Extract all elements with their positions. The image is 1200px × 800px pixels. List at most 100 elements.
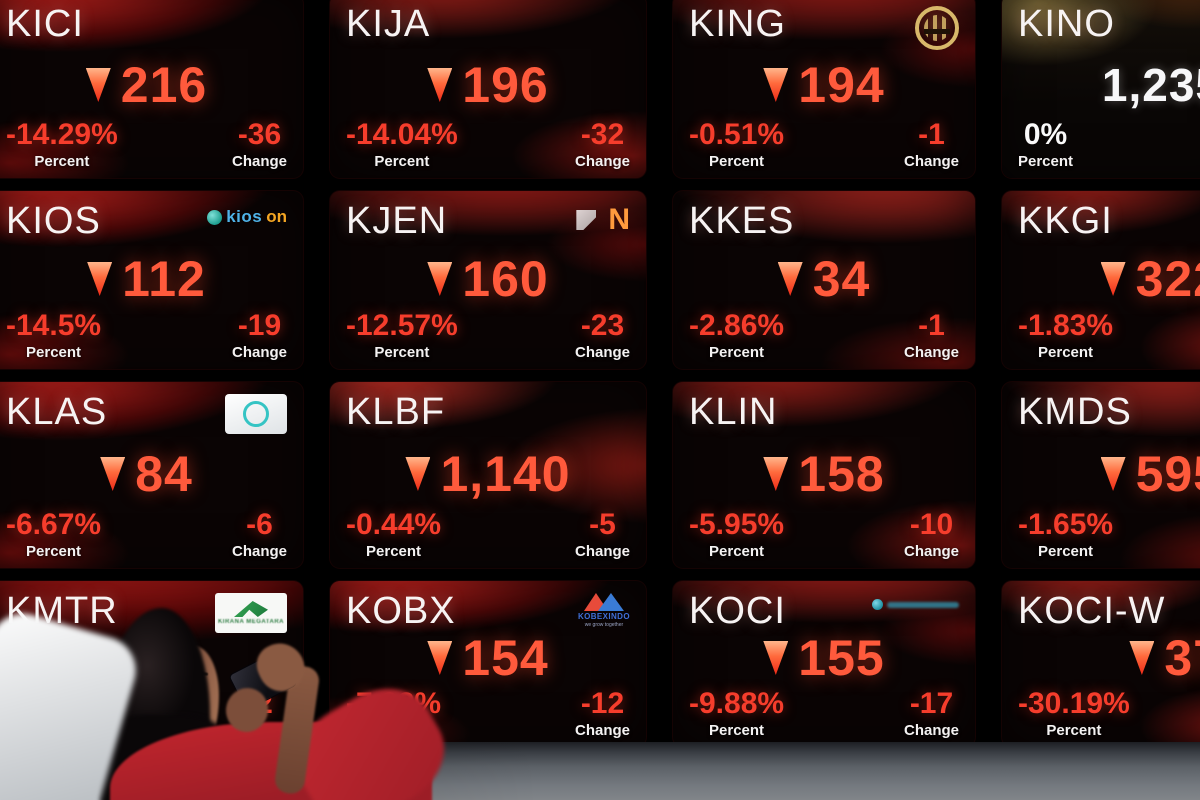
tile-header: KKES bbox=[689, 200, 959, 257]
percent-block: -1.83% Percent bbox=[1018, 309, 1113, 361]
stock-tile: KJEN N 160 -12.57% Percent -23 Change bbox=[330, 191, 646, 369]
change-label: Change bbox=[231, 153, 287, 170]
price-value: 155 bbox=[798, 630, 885, 686]
tile-header: KLIN bbox=[689, 391, 959, 448]
ticker-symbol: KICI bbox=[6, 3, 84, 45]
price-value: 154 bbox=[462, 630, 549, 686]
price-row: 158 bbox=[689, 440, 959, 508]
ticker-symbol: KMDS bbox=[1018, 391, 1132, 433]
down-triangle-icon bbox=[427, 641, 453, 675]
tile-header: KJEN N bbox=[346, 200, 630, 257]
change-block: -17 Change bbox=[904, 687, 959, 739]
ticker-symbol: KIOS bbox=[6, 200, 101, 242]
change-label: Change bbox=[903, 722, 959, 739]
ticker-symbol: KKES bbox=[689, 200, 795, 242]
down-triangle-icon bbox=[427, 68, 453, 102]
ticker-symbol: KOBX bbox=[346, 590, 456, 632]
change-value: -12 bbox=[580, 687, 625, 720]
kjen-logo-icon: N bbox=[576, 205, 630, 235]
kirana-leaf-icon bbox=[234, 601, 268, 617]
tile-footer: -14.04% Percent -32 Change bbox=[346, 118, 630, 170]
ticker-symbol: KIJA bbox=[346, 3, 431, 45]
change-label: Change bbox=[574, 344, 630, 361]
change-value: -36 bbox=[237, 118, 282, 151]
change-value: -6 bbox=[246, 508, 273, 541]
tile-footer: -1.65% Percent bbox=[1018, 508, 1200, 560]
change-block: -36 Change bbox=[232, 118, 287, 170]
change-label: Change bbox=[231, 344, 287, 361]
percent-value: -9.88% bbox=[689, 687, 785, 720]
company-logo bbox=[225, 392, 287, 434]
percent-block: 0% Percent bbox=[1018, 118, 1073, 170]
tile-footer: -14.5% Percent -19 Change bbox=[6, 309, 287, 361]
change-value: -5 bbox=[589, 508, 616, 541]
percent-block: -6.67% Percent bbox=[6, 508, 101, 560]
percent-block: -14.04% Percent bbox=[346, 118, 458, 170]
percent-label: Percent bbox=[1018, 153, 1074, 170]
price-value: 112 bbox=[122, 251, 206, 307]
change-value: -32 bbox=[580, 118, 625, 151]
down-triangle-icon bbox=[427, 262, 453, 296]
change-label: Change bbox=[231, 543, 287, 560]
kjen-glyph-icon bbox=[576, 210, 597, 230]
percent-value: -14.04% bbox=[346, 118, 458, 151]
change-value: -19 bbox=[237, 309, 282, 342]
change-value: -10 bbox=[909, 508, 954, 541]
percent-block: -0.51% Percent bbox=[689, 118, 784, 170]
kobexindo-logo-icon: KOBEXINDO we grow together bbox=[578, 593, 630, 628]
price-row: 84 bbox=[6, 440, 287, 508]
price-row: 160 bbox=[346, 249, 630, 309]
down-triangle-icon bbox=[763, 641, 789, 675]
percent-block: -30.19% Percent bbox=[1018, 687, 1130, 739]
tile-header: KICI bbox=[6, 3, 287, 60]
price-value: 322 bbox=[1135, 251, 1200, 307]
percent-block: -5.95% Percent bbox=[689, 508, 784, 560]
price-value: 595 bbox=[1135, 446, 1200, 502]
company-logo: kios on bbox=[207, 201, 287, 227]
company-logo bbox=[872, 591, 959, 610]
percent-value: 0% bbox=[1023, 118, 1068, 151]
tile-header: KLBF bbox=[346, 391, 630, 448]
change-block: -6 Change bbox=[232, 508, 287, 560]
price-row: 112 bbox=[6, 249, 287, 309]
tile-footer: -1.83% Percent bbox=[1018, 309, 1200, 361]
tile-header: KMTR KIRANA MEGATARA KIRANA MEGATARA bbox=[6, 590, 287, 647]
kirana-wordmark: KIRANA MEGATARA bbox=[217, 619, 285, 625]
price-row: 196 bbox=[346, 52, 630, 118]
tile-footer: -2.86% Percent -1 Change bbox=[689, 309, 959, 361]
price-value: 194 bbox=[798, 57, 885, 113]
tile-header: KIJA bbox=[346, 3, 630, 60]
change-label: Change bbox=[903, 153, 959, 170]
ticker-grid: KICI 216 -14.29% Percent -36 Change bbox=[6, 3, 1200, 747]
kobexindo-tagline: we grow together bbox=[584, 622, 624, 628]
percent-value: -30.19% bbox=[1018, 687, 1130, 720]
price-row: 37 bbox=[1018, 629, 1200, 687]
percent-label: Percent bbox=[34, 153, 90, 170]
percent-label: Percent bbox=[1046, 722, 1102, 739]
price-row: 34 bbox=[689, 249, 959, 309]
percent-block: -0.44% Percent bbox=[346, 508, 441, 560]
change-label: Change bbox=[903, 344, 959, 361]
price-row: 1,140 bbox=[346, 440, 630, 508]
change-value: -23 bbox=[580, 309, 625, 342]
down-triangle-icon bbox=[777, 262, 803, 296]
percent-label: Percent bbox=[709, 543, 765, 560]
tile-header: KIOS kios on bbox=[6, 200, 287, 257]
percent-block: -14.5% Percent bbox=[6, 309, 101, 361]
klas-circle-icon bbox=[243, 401, 269, 427]
ticker-symbol: KLAS bbox=[6, 391, 108, 433]
change-block: -32 Change bbox=[575, 118, 630, 170]
percent-label: Percent bbox=[26, 344, 82, 361]
percent-value: -0.51% bbox=[689, 118, 785, 151]
price-value: 34 bbox=[812, 251, 871, 307]
price-row: 194 bbox=[689, 52, 959, 118]
kioson-wordmark: kios bbox=[226, 207, 263, 226]
price-value: 84 bbox=[135, 446, 193, 502]
change-value: -1 bbox=[918, 118, 945, 151]
price-value: 37 bbox=[1164, 630, 1200, 686]
koci-wordmark-blur bbox=[887, 601, 959, 608]
stock-tile: KMDS 595 -1.65% Percent bbox=[1002, 382, 1200, 568]
stock-tile: KOCI-W 37 -30.19% Percent bbox=[1002, 581, 1200, 747]
percent-value: -5.95% bbox=[689, 508, 785, 541]
